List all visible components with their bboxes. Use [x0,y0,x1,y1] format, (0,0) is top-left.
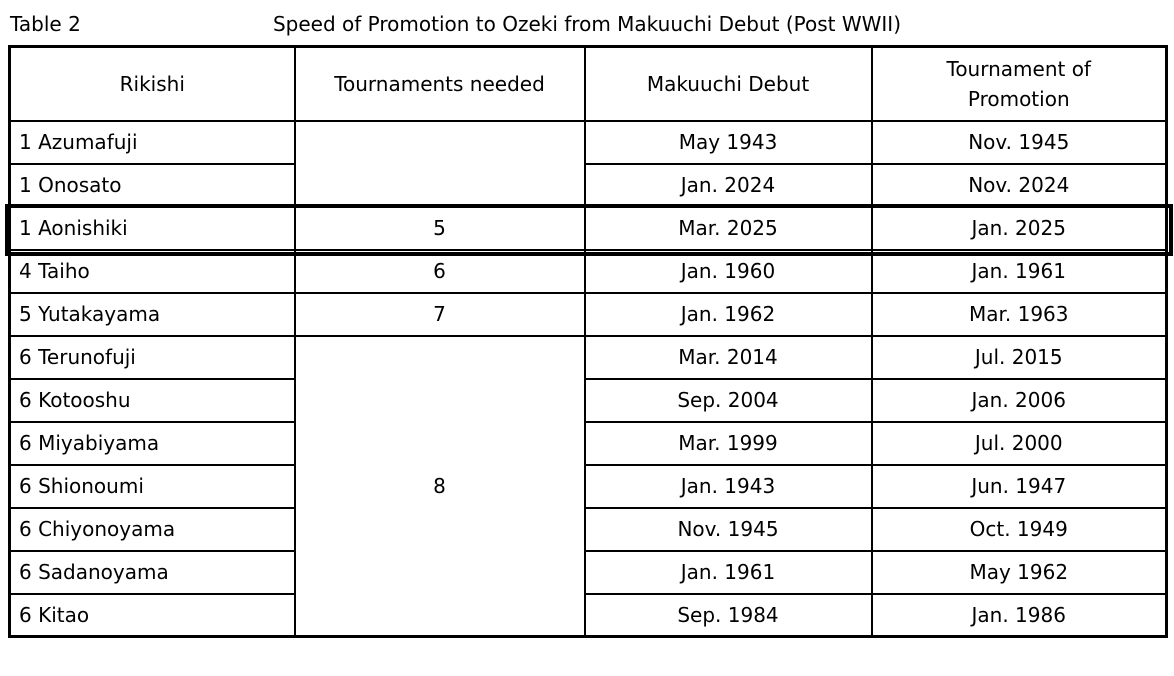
rikishi-rank: 6 [19,345,32,369]
table-caption-label: Table 2 [10,12,81,36]
table-row: 6 Miyabiyama Mar. 1999 Jul. 2000 [8,420,1168,466]
rikishi-cell: 6 Shionoumi [8,463,296,509]
rikishi-cell: 1 Onosato [8,162,296,208]
rikishi-cell: 5 Yutakayama [8,291,296,337]
rikishi-cell: 6 Kotooshu [8,377,296,423]
rikishi-cell: 6 Miyabiyama [8,420,296,466]
table-row: 6 Chiyonoyama Nov. 1945 Oct. 1949 [8,506,1168,552]
tournaments-needed-cell: 7 [293,291,586,337]
table-row: 6 Kotooshu Sep. 2004 Jan. 2006 [8,377,1168,423]
table-row: 6 Shionoumi Jan. 1943 Jun. 1947 [8,463,1168,509]
promotion-cell: Jan. 2006 [870,377,1168,423]
rikishi-name: Chiyonoyama [38,517,176,541]
tournaments-needed-cell: 6 [293,248,586,294]
table-container: Rikishi Tournaments needed Makuuchi Debu… [5,45,1173,638]
rikishi-name: Kitao [38,602,90,627]
table-row: 1 Onosato Jan. 2024 Nov. 2024 [8,162,1168,208]
makuuchi-debut-cell: Sep. 2004 [583,377,873,423]
makuuchi-debut-cell: May 1943 [583,119,873,165]
tournaments-needed-cell: 5 [293,205,586,251]
promotion-cell: Jan. 2025 [870,205,1168,251]
rikishi-rank: 1 [19,130,32,154]
promotion-cell: Jun. 1947 [870,463,1168,509]
rikishi-name: Azumafuji [38,130,138,154]
rikishi-cell: 6 Chiyonoyama [8,506,296,552]
rikishi-rank: 5 [19,302,32,326]
makuuchi-debut-cell: Jan. 1961 [583,549,873,595]
rikishi-rank: 6 [19,431,32,455]
table-row: 4 Taiho 6 Jan. 1960 Jan. 1961 [8,248,1168,294]
rikishi-cell: 6 Sadanoyama [8,549,296,595]
rikishi-name: Terunofuji [38,345,136,369]
makuuchi-debut-cell: Mar. 2014 [583,334,873,380]
rikishi-cell: 1 Azumafuji [8,119,296,165]
rikishi-name: Onosato [38,173,122,197]
table-row: 6 Kitao Sep. 1984 Jan. 1986 [8,592,1168,638]
rikishi-name: Sadanoyama [38,560,169,584]
makuuchi-debut-cell: Mar. 1999 [583,420,873,466]
rikishi-rank: 6 [19,560,32,584]
rikishi-rank: 6 [19,517,32,541]
makuuchi-debut-cell: Mar. 2025 [583,205,873,251]
rikishi-cell: 6 Kitao [8,592,296,638]
rikishi-name: Kotooshu [38,388,131,412]
makuuchi-debut-cell: Jan. 2024 [583,162,873,208]
rikishi-name: Yutakayama [38,302,161,326]
promotion-cell: Jul. 2000 [870,420,1168,466]
makuuchi-debut-cell: Jan. 1960 [583,248,873,294]
column-header-makuuchi-debut: Makuuchi Debut [583,45,873,122]
promotion-cell: Nov. 2024 [870,162,1168,208]
promotion-cell: Jul. 2015 [870,334,1168,380]
rikishi-rank: 6 [19,474,32,498]
promotion-cell: Oct. 1949 [870,506,1168,552]
table-row: 1 Azumafuji May 1943 Nov. 1945 [8,119,1168,208]
table-title: Speed of Promotion to Ozeki from Makuuch… [272,12,902,36]
makuuchi-debut-cell: Jan. 1943 [583,463,873,509]
column-header-tournament-of-promotion: Tournament of Promotion [870,45,1168,122]
tournaments-needed-cell-merged: 8 [293,334,586,638]
table-row: 6 Terunofuji 8 Mar. 2014 Jul. 2015 [8,334,1168,638]
rikishi-cell: 1 Aonishiki [8,205,296,251]
rikishi-name: Taiho [38,259,90,283]
rikishi-cell: 4 Taiho [8,248,296,294]
rikishi-rank: 6 [19,388,32,412]
rikishi-rank: 1 [19,216,32,240]
rikishi-name: Miyabiyama [38,431,160,455]
makuuchi-debut-cell: Jan. 1962 [583,291,873,337]
column-header-tournaments-needed: Tournaments needed [293,45,586,122]
rikishi-cell: 6 Terunofuji [8,334,296,380]
table-row-highlighted: 1 Aonishiki 5 Mar. 2025 Jan. 2025 [8,205,1168,251]
caption-bar: Table 2 Speed of Promotion to Ozeki from… [8,12,1166,42]
promotion-cell: Nov. 1945 [870,119,1168,165]
table-header-row: Rikishi Tournaments needed Makuuchi Debu… [8,45,1168,122]
promotion-cell: May 1962 [870,549,1168,595]
rikishi-rank: 1 [19,173,32,197]
makuuchi-debut-cell: Nov. 1945 [583,506,873,552]
rikishi-rank: 4 [19,259,32,283]
table-row: 5 Yutakayama 7 Jan. 1962 Mar. 1963 [8,291,1168,337]
rikishi-name: Shionoumi [38,474,144,498]
makuuchi-debut-cell: Sep. 1984 [583,592,873,638]
column-header-rikishi: Rikishi [8,45,296,122]
promotion-speed-table: Rikishi Tournaments needed Makuuchi Debu… [8,45,1168,638]
promotion-cell: Jan. 1986 [870,592,1168,638]
promotion-cell: Mar. 1963 [870,291,1168,337]
rikishi-name: Aonishiki [38,216,128,240]
table-row: 6 Sadanoyama Jan. 1961 May 1962 [8,549,1168,595]
rikishi-rank: 6 [19,602,32,627]
promotion-cell: Jan. 1961 [870,248,1168,294]
tournaments-needed-cell-merged-blank [293,119,586,208]
